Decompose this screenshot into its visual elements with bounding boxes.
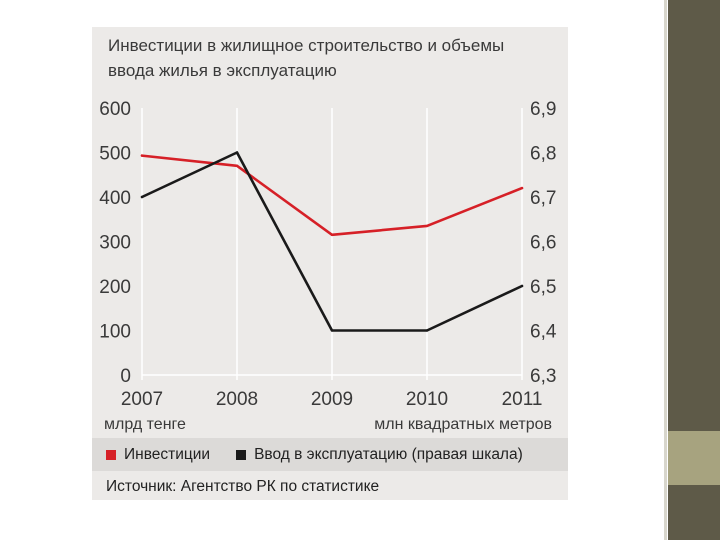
slide-band-accent	[668, 431, 720, 485]
x-tick-label: 2011	[502, 389, 543, 410]
right-tick-label: 6,6	[530, 233, 556, 254]
x-tick-label: 2009	[311, 389, 353, 410]
right-tick-label: 6,8	[530, 144, 556, 165]
legend-swatch-investments	[106, 449, 116, 460]
data-point-0	[330, 233, 334, 237]
tick-labels: 0 100 200 300 400 500 600 6,3 6,4 6,5 6,6 6,7 6,8 6,9…	[99, 99, 557, 433]
right-tick-label: 6,4	[530, 322, 557, 343]
left-tick-label: 200	[99, 277, 131, 298]
legend-item-housing: Ввод в эксплуатацию (правая шкала)	[236, 446, 523, 464]
data-point-0	[140, 154, 144, 157]
left-tick-label: 300	[99, 233, 131, 254]
axes	[141, 108, 523, 380]
chart-title: Инвестиции в жилищное строительство и об…	[108, 36, 505, 80]
source-note: Источник: Агентство РК по статистике	[92, 473, 568, 500]
data-point-0	[425, 224, 429, 228]
left-tick-label: 600	[99, 99, 131, 120]
gridlines	[236, 108, 428, 375]
source-text: Источник: Агентство РК по статистике	[106, 477, 380, 495]
data-point-0	[520, 186, 524, 190]
legend-label-housing: Ввод в эксплуатацию (правая шкала)	[254, 445, 523, 463]
legend-swatch-housing	[236, 449, 247, 460]
legend: Инвестиции Ввод в эксплуатацию (правая ш…	[92, 438, 568, 471]
x-tick-label: 2010	[406, 389, 448, 410]
left-tick-label: 100	[99, 322, 131, 343]
left-tick-label: 500	[99, 144, 131, 165]
chart-figure	[92, 27, 568, 500]
legend-item-investments: Инвестиции	[106, 446, 210, 464]
right-tick-label: 6,3	[530, 366, 556, 387]
data-point-1	[140, 195, 144, 199]
right-tick-label: 6,9	[530, 99, 556, 120]
data-point-1	[520, 284, 524, 288]
left-tick-label: 0	[120, 366, 131, 387]
data-point-1	[425, 329, 429, 332]
series-lines	[140, 151, 524, 332]
legend-label-investments: Инвестиции	[124, 445, 211, 463]
left-tick-label: 400	[99, 188, 131, 209]
data-point-1	[235, 151, 239, 154]
x-tick-label: 2008	[216, 389, 258, 410]
right-axis-unit: млн квадратных метров	[374, 416, 552, 433]
left-axis-unit: млрд тенге	[104, 416, 186, 433]
data-point-0	[235, 164, 239, 168]
x-tick-label: 2007	[121, 389, 163, 410]
slide-band-divider	[664, 0, 667, 540]
right-tick-label: 6,5	[530, 277, 556, 298]
right-tick-label: 6,7	[530, 188, 556, 209]
data-point-1	[330, 329, 334, 332]
